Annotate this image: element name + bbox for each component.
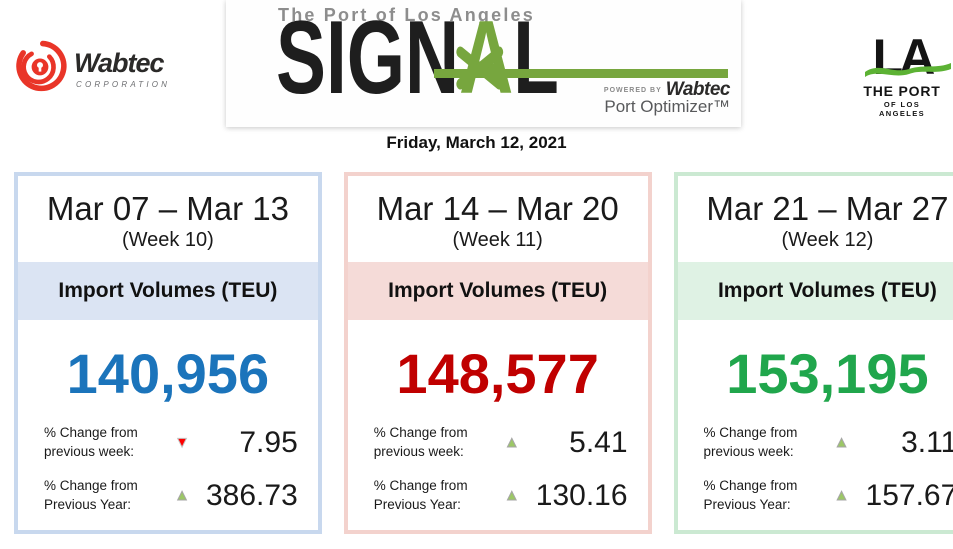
signal-tagline: The Port of Los Angeles	[278, 5, 535, 25]
card-date-range: Mar 21 – Mar 27	[706, 190, 949, 228]
wabtec-logo: Wabtec CORPORATION	[12, 38, 170, 94]
card-date-header: Mar 07 – Mar 13 (Week 10)	[18, 176, 318, 262]
crane-x-icon	[453, 4, 506, 90]
change-row-label: % Change from Previous Year:	[44, 477, 158, 515]
change-label-line2: Previous Year:	[373, 496, 461, 512]
card-change-rows: % Change from previous week: 5.41 % Chan…	[348, 424, 648, 515]
change-row-year: % Change from Previous Year: 386.73	[44, 477, 298, 515]
change-row-year: % Change from Previous Year: 157.67	[704, 477, 953, 515]
trend-icon	[158, 488, 206, 503]
signal-word-accent: A	[456, 6, 513, 110]
change-row-label: % Change from Previous Year:	[374, 477, 488, 515]
change-label-line2: previous week:	[703, 443, 794, 459]
powered-by-label: POWERED BY	[603, 87, 662, 94]
change-row-week: % Change from previous week: 5.41	[374, 424, 628, 462]
trend-icon	[488, 435, 536, 450]
change-row-label: % Change from previous week:	[374, 424, 488, 462]
change-label-line2: Previous Year:	[703, 496, 791, 512]
card-import-volume-value: 153,195	[726, 342, 929, 405]
card-date-header: Mar 14 – Mar 20 (Week 11)	[348, 176, 648, 262]
change-row-label: % Change from previous week:	[704, 424, 818, 462]
trend-icon	[158, 435, 206, 450]
change-row-value: 386.73	[206, 478, 298, 512]
card-week-label: (Week 11)	[452, 228, 543, 251]
change-label-line1: % Change from	[373, 477, 468, 493]
trend-icon	[818, 435, 866, 450]
la-wave-icon	[864, 60, 951, 78]
change-row-value: 157.67	[865, 478, 953, 512]
change-label-line1: % Change from	[44, 477, 138, 493]
week11-card: Mar 14 – Mar 20 (Week 11) Import Volumes…	[343, 172, 652, 534]
change-row-value: 130.16	[535, 478, 628, 512]
card-metric-band: Import Volumes (TEU)	[677, 262, 953, 320]
change-label-line1: % Change from	[373, 425, 468, 440]
signal-wordmark: SIGNA L	[276, 6, 559, 110]
powered-by-brand: Wabtec	[665, 79, 731, 100]
signal-word-part1: SIGN	[276, 0, 460, 116]
card-change-rows: % Change from previous week: 3.11 % Chan…	[678, 424, 953, 515]
la-port-line1: THE PORT	[863, 82, 941, 99]
change-label-line1: % Change from	[703, 425, 798, 440]
week10-card: Mar 07 – Mar 13 (Week 10) Import Volumes…	[14, 172, 322, 534]
signal-word-part2: L	[513, 0, 559, 116]
card-import-volume-value: 140,956	[66, 342, 270, 405]
wabtec-brand-name: Wabtec	[74, 48, 165, 78]
wabtec-subtitle: CORPORATION	[76, 80, 171, 89]
report-date: Friday, March 12, 2021	[386, 133, 567, 152]
change-row-value: 5.41	[569, 425, 628, 459]
change-row-week: % Change from previous week: 7.95	[44, 424, 298, 462]
card-date-range: Mar 07 – Mar 13	[46, 190, 289, 228]
change-label-line1: % Change from	[703, 477, 798, 493]
la-monogram-wrap: LA	[864, 32, 951, 82]
change-label-line2: Previous Year:	[44, 496, 132, 512]
change-row-year: % Change from Previous Year: 130.16	[374, 477, 628, 515]
product-name: Port Optimizer™	[604, 97, 730, 116]
card-week-label: (Week 12)	[781, 228, 874, 251]
card-week-label: (Week 10)	[121, 228, 214, 251]
card-import-volume-value: 148,577	[396, 342, 599, 405]
card-metric-band: Import Volumes (TEU)	[18, 262, 318, 320]
change-row-week: % Change from previous week: 3.11	[704, 424, 953, 462]
trend-icon	[488, 488, 536, 503]
card-date-range: Mar 14 – Mar 20	[376, 190, 619, 228]
wabtec-logo-text: Wabtec CORPORATION	[74, 48, 171, 90]
wabtec-swirl-icon	[12, 38, 68, 94]
la-port-logo: LA THE PORT OF LOS ANGELES	[862, 32, 951, 118]
change-label-line2: previous week:	[44, 443, 135, 459]
la-port-line2: OF LOS ANGELES	[878, 99, 926, 118]
card-change-rows: % Change from previous week: 7.95 % Chan…	[18, 424, 318, 515]
change-row-label: % Change from Previous Year:	[704, 477, 818, 515]
kpi-cards-row: Mar 07 – Mar 13 (Week 10) Import Volumes…	[14, 172, 953, 534]
card-date-header: Mar 21 – Mar 27 (Week 12)	[678, 176, 953, 262]
card-metric-band: Import Volumes (TEU)	[347, 262, 648, 320]
change-row-label: % Change from previous week:	[44, 424, 158, 462]
change-label-line2: previous week:	[373, 443, 464, 459]
trend-icon	[818, 488, 866, 503]
signal-green-bar-icon	[434, 69, 728, 78]
change-row-value: 7.95	[239, 425, 298, 459]
powered-by-row: POWERED BY Wabtec	[603, 79, 731, 101]
week12-card: Mar 21 – Mar 27 (Week 12) Import Volumes…	[673, 172, 953, 534]
change-label-line1: % Change from	[44, 425, 138, 440]
signal-logo-box: The Port of Los Angeles SIGNA L POWERED …	[226, 0, 741, 127]
change-row-value: 3.11	[901, 425, 953, 459]
